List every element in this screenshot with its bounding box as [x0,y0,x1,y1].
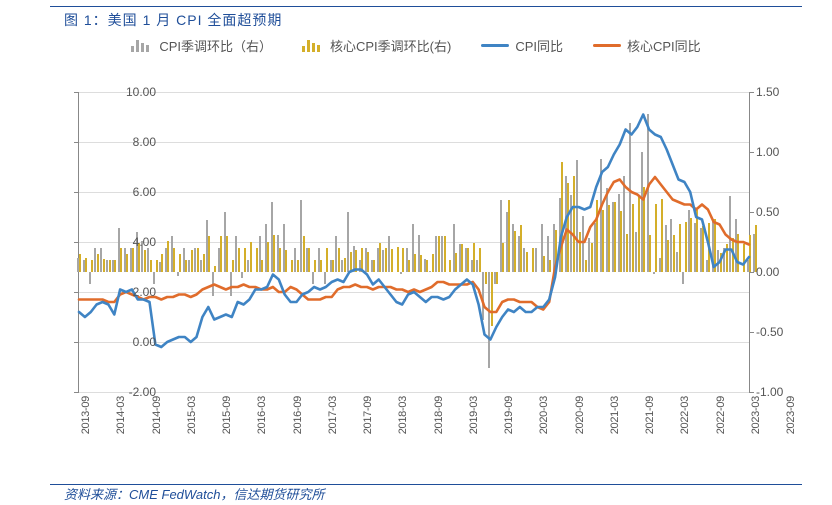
x-tick: 2016-03 [256,396,268,434]
chart-plot-area [78,92,750,392]
y-left-tick: 4.00 [133,235,156,249]
x-tick: 2015-03 [186,396,198,434]
legend-item-cpi-mom: CPI季调环比（右） [131,36,272,55]
y-right-tick: 0.50 [756,205,779,219]
y-left-tick: 0.00 [133,335,156,349]
y-left-tick: 2.00 [133,285,156,299]
legend-label: 核心CPI季调环比(右) [330,36,451,55]
x-tick: 2022-03 [679,396,691,434]
x-tick: 2021-03 [609,396,621,434]
legend-item-core-mom: 核心CPI季调环比(右) [302,36,451,55]
legend-item-core-yoy: 核心CPI同比 [593,36,701,55]
x-tick: 2014-09 [151,396,163,434]
x-tick: 2019-03 [468,396,480,434]
x-tick: 2018-09 [433,396,445,434]
x-tick: 2020-09 [574,396,586,434]
x-tick: 2020-03 [538,396,550,434]
x-tick: 2013-09 [80,396,92,434]
y-right-tick: -0.50 [756,325,783,339]
x-tick: 2015-09 [221,396,233,434]
y-right-tick: 0.00 [756,265,779,279]
x-tick: 2018-03 [397,396,409,434]
y-left-tick: 8.00 [133,135,156,149]
x-tick: 2016-09 [292,396,304,434]
chart-title: 图 1：美国 1 月 CPI 全面超预期 [64,10,282,30]
x-tick: 2022-09 [715,396,727,434]
y-right-tick: 1.50 [756,85,779,99]
legend-label: CPI季调环比（右） [159,36,272,55]
y-left-tick: 6.00 [133,185,156,199]
x-tick: 2023-03 [750,396,762,434]
x-tick: 2023-09 [785,396,797,434]
x-tick: 2021-09 [644,396,656,434]
legend: CPI季调环比（右） 核心CPI季调环比(右) CPI同比 核心CPI同比 [0,36,832,55]
legend-item-cpi-yoy: CPI同比 [481,36,563,55]
x-tick: 2019-09 [503,396,515,434]
y-right-tick: 1.00 [756,145,779,159]
line-swatch-icon [481,44,509,47]
x-tick: 2017-09 [362,396,374,434]
y-left-tick: 10.00 [126,85,156,99]
bar-swatch-icon [302,40,324,52]
line-swatch-icon [593,44,621,47]
legend-label: 核心CPI同比 [627,36,701,55]
x-tick: 2017-03 [327,396,339,434]
legend-label: CPI同比 [515,36,563,55]
chart-source: 资料来源：CME FedWatch，信达期货研究所 [64,484,325,503]
bar-swatch-icon [131,40,153,52]
x-tick: 2014-03 [115,396,127,434]
